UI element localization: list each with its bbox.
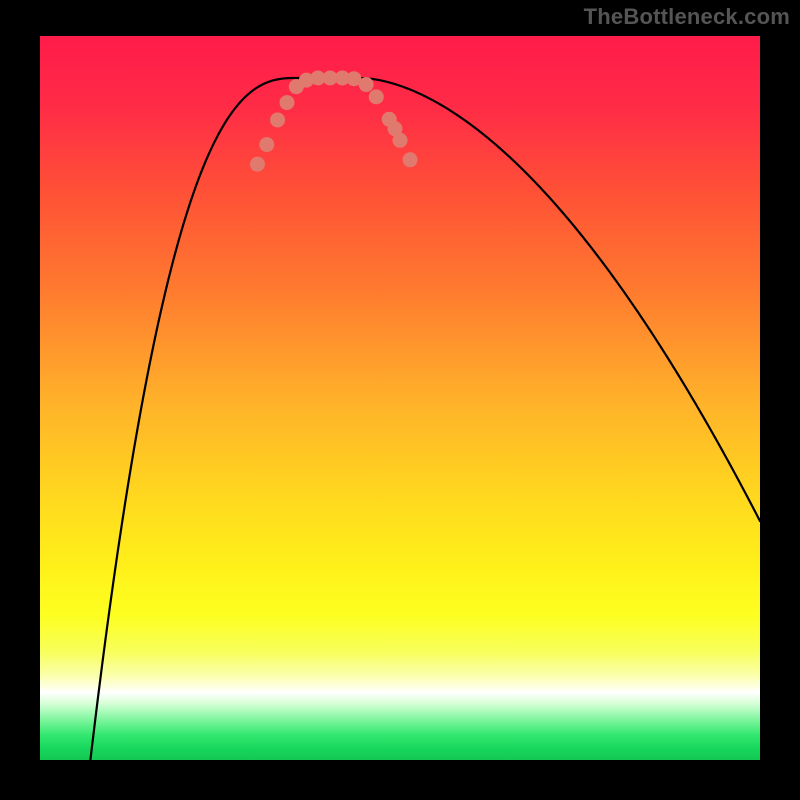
bottleneck-chart [40, 36, 760, 760]
watermark-text: TheBottleneck.com [584, 4, 790, 30]
chart-frame: TheBottleneck.com [0, 0, 800, 800]
